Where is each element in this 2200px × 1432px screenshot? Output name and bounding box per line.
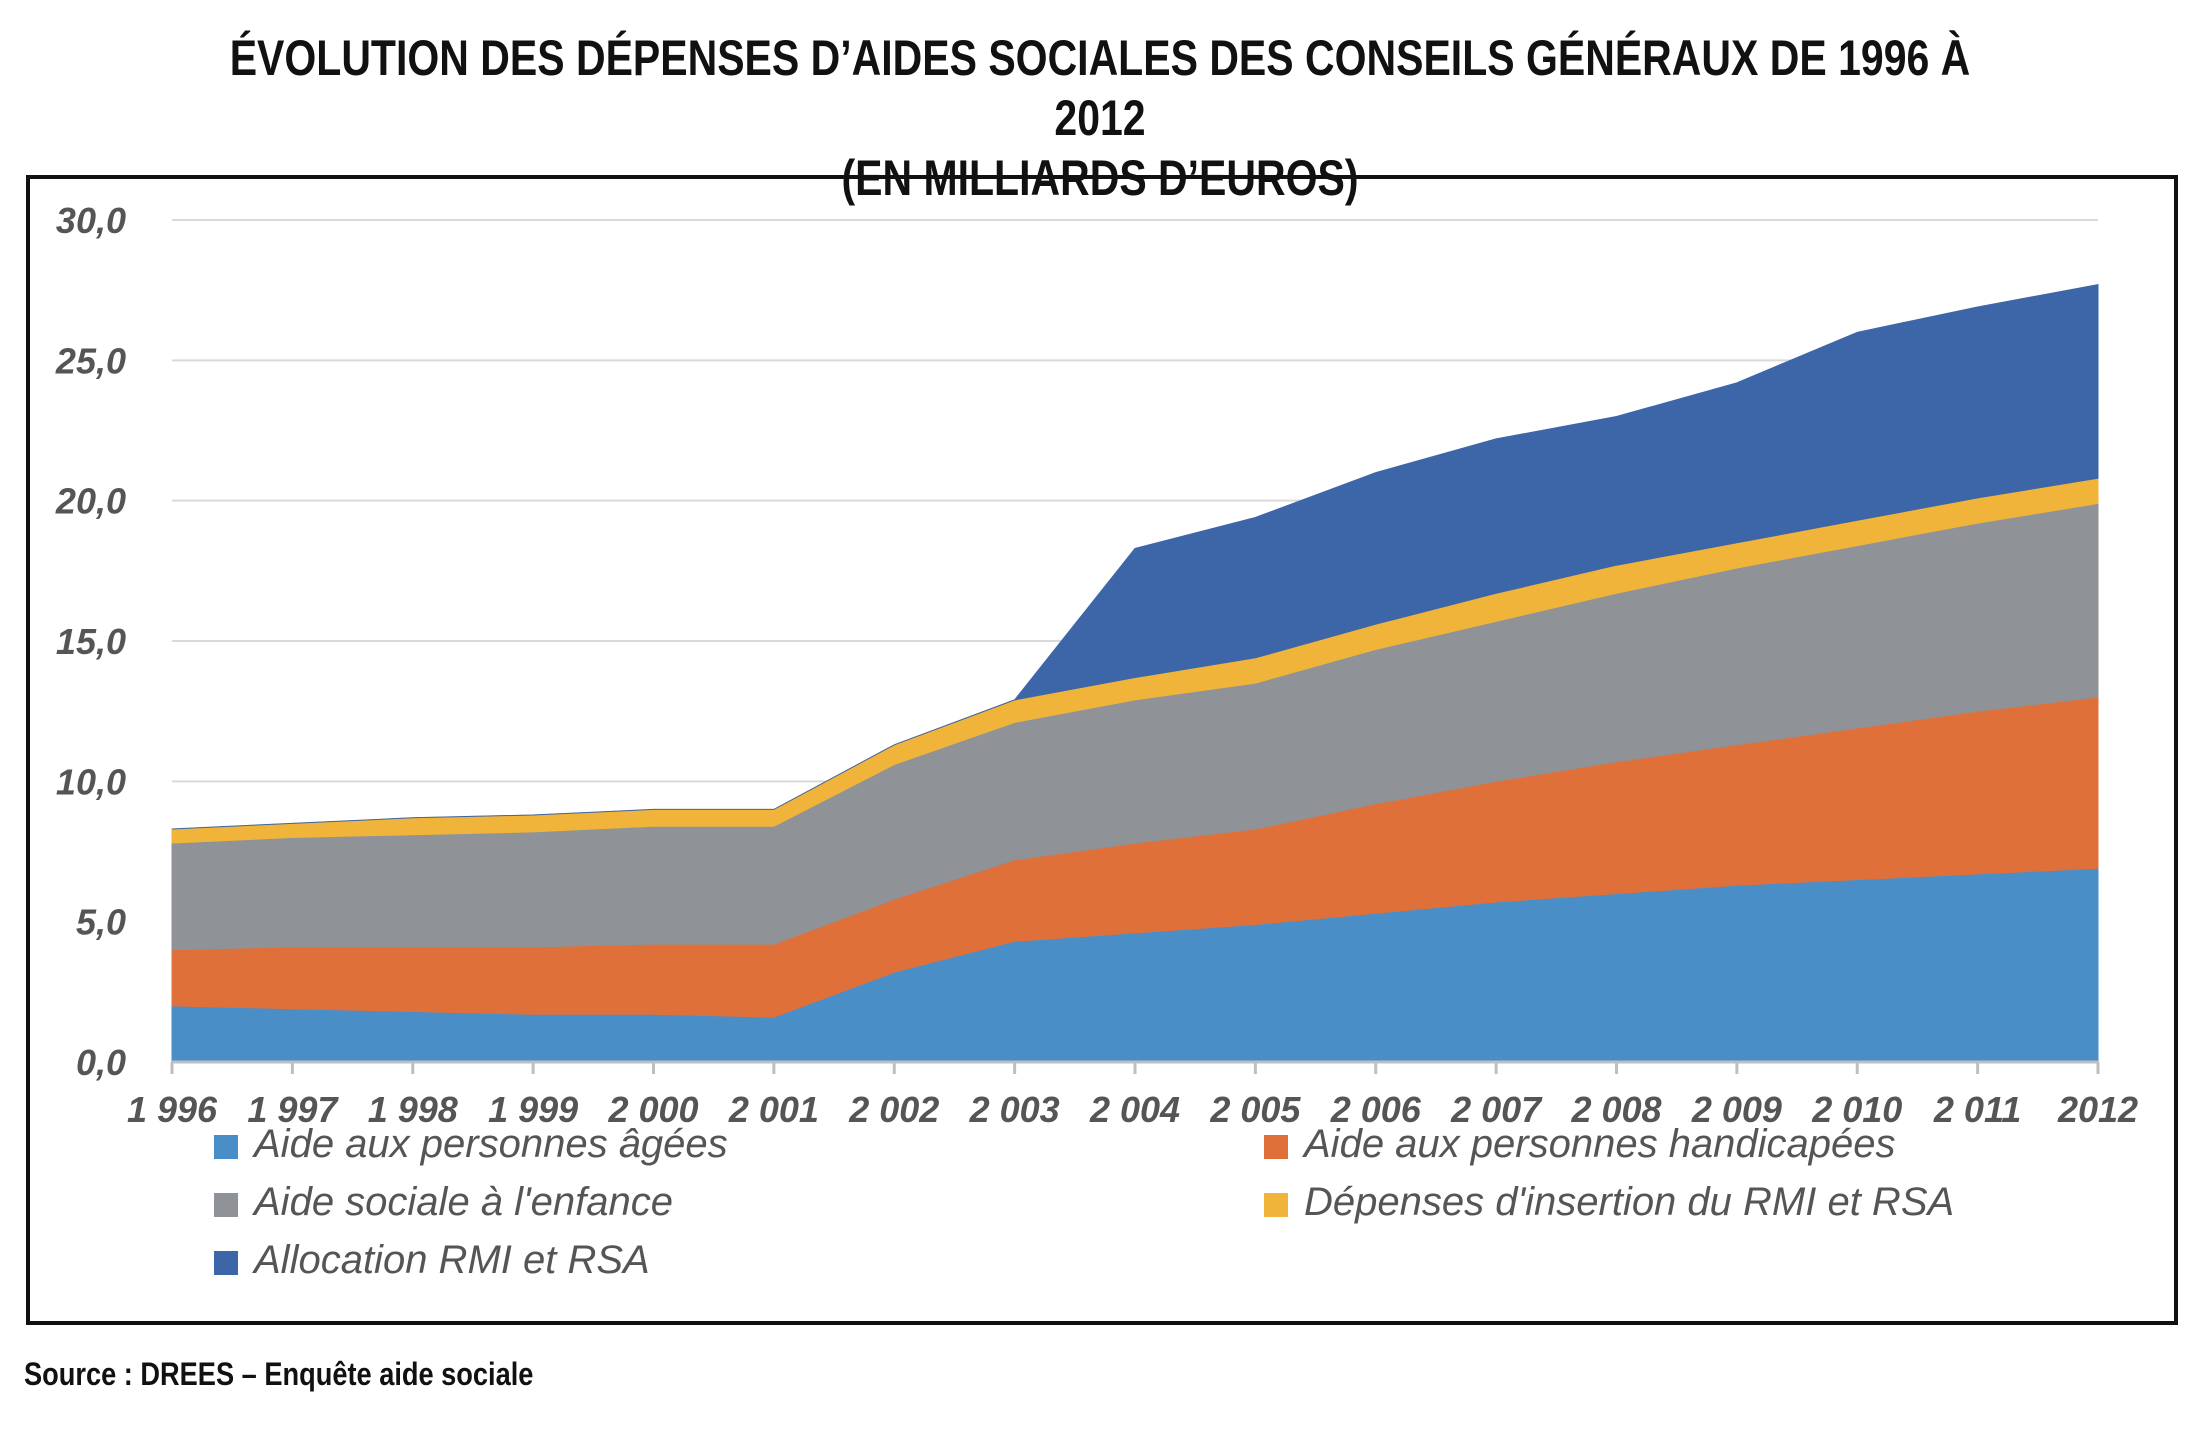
y-tick-label: 20,0	[55, 481, 126, 522]
legend-swatch	[214, 1135, 238, 1159]
y-tick-label: 30,0	[56, 200, 126, 241]
legend-label: Dépenses d'insertion du RMI et RSA	[1304, 1180, 1954, 1224]
x-tick-label: 2 007	[1450, 1089, 1543, 1130]
title-line-1: ÉVOLUTION DES DÉPENSES D’AIDES SOCIALES …	[229, 30, 1971, 146]
legend-swatch	[1264, 1135, 1288, 1159]
x-tick-label: 2 010	[1811, 1089, 1902, 1130]
legend-label: Aide aux personnes handicapées	[1302, 1122, 1896, 1166]
legend-swatch	[214, 1251, 238, 1275]
x-tick-label: 2 005	[1209, 1089, 1301, 1130]
y-tick-label: 5,0	[76, 902, 126, 943]
x-tick-label: 2 002	[848, 1089, 939, 1130]
x-tick-label: 1 998	[368, 1089, 458, 1130]
x-tick-label: 1 997	[247, 1089, 339, 1130]
chart-frame	[26, 175, 2178, 1325]
x-tick-label: 2 009	[1691, 1089, 1782, 1130]
x-tick-label: 1 999	[488, 1089, 578, 1130]
legend-swatch	[1264, 1193, 1288, 1217]
y-tick-label: 25,0	[55, 340, 126, 381]
x-tick-label: 2 001	[728, 1089, 819, 1130]
x-tick-label: 1 996	[127, 1089, 218, 1130]
x-tick-label: 2012	[2057, 1089, 2138, 1130]
y-tick-label: 10,0	[56, 761, 126, 802]
legend-label: Allocation RMI et RSA	[252, 1238, 650, 1282]
legend-label: Aide sociale à l'enfance	[252, 1180, 673, 1224]
x-tick-label: 2 004	[1089, 1089, 1180, 1130]
source-note: Source : DREES – Enquête aide sociale	[24, 1356, 534, 1392]
area-series-group	[171, 283, 2099, 1063]
x-tick-label: 2 000	[607, 1089, 698, 1130]
legend: Aide aux personnes âgées Aide aux personn…	[214, 1122, 1954, 1282]
legend-swatch	[214, 1193, 238, 1217]
area-series-5	[171, 283, 2099, 830]
x-tick-label: 2 011	[1933, 1089, 2021, 1130]
y-tick-label: 0,0	[76, 1042, 126, 1083]
x-tick-label: 2 008	[1570, 1089, 1661, 1130]
x-tick-label: 2 006	[1330, 1089, 1422, 1130]
x-tick-label: 2 003	[969, 1089, 1060, 1130]
legend-label: Aide aux personnes âgées	[252, 1122, 728, 1166]
y-tick-label: 15,0	[56, 621, 126, 662]
